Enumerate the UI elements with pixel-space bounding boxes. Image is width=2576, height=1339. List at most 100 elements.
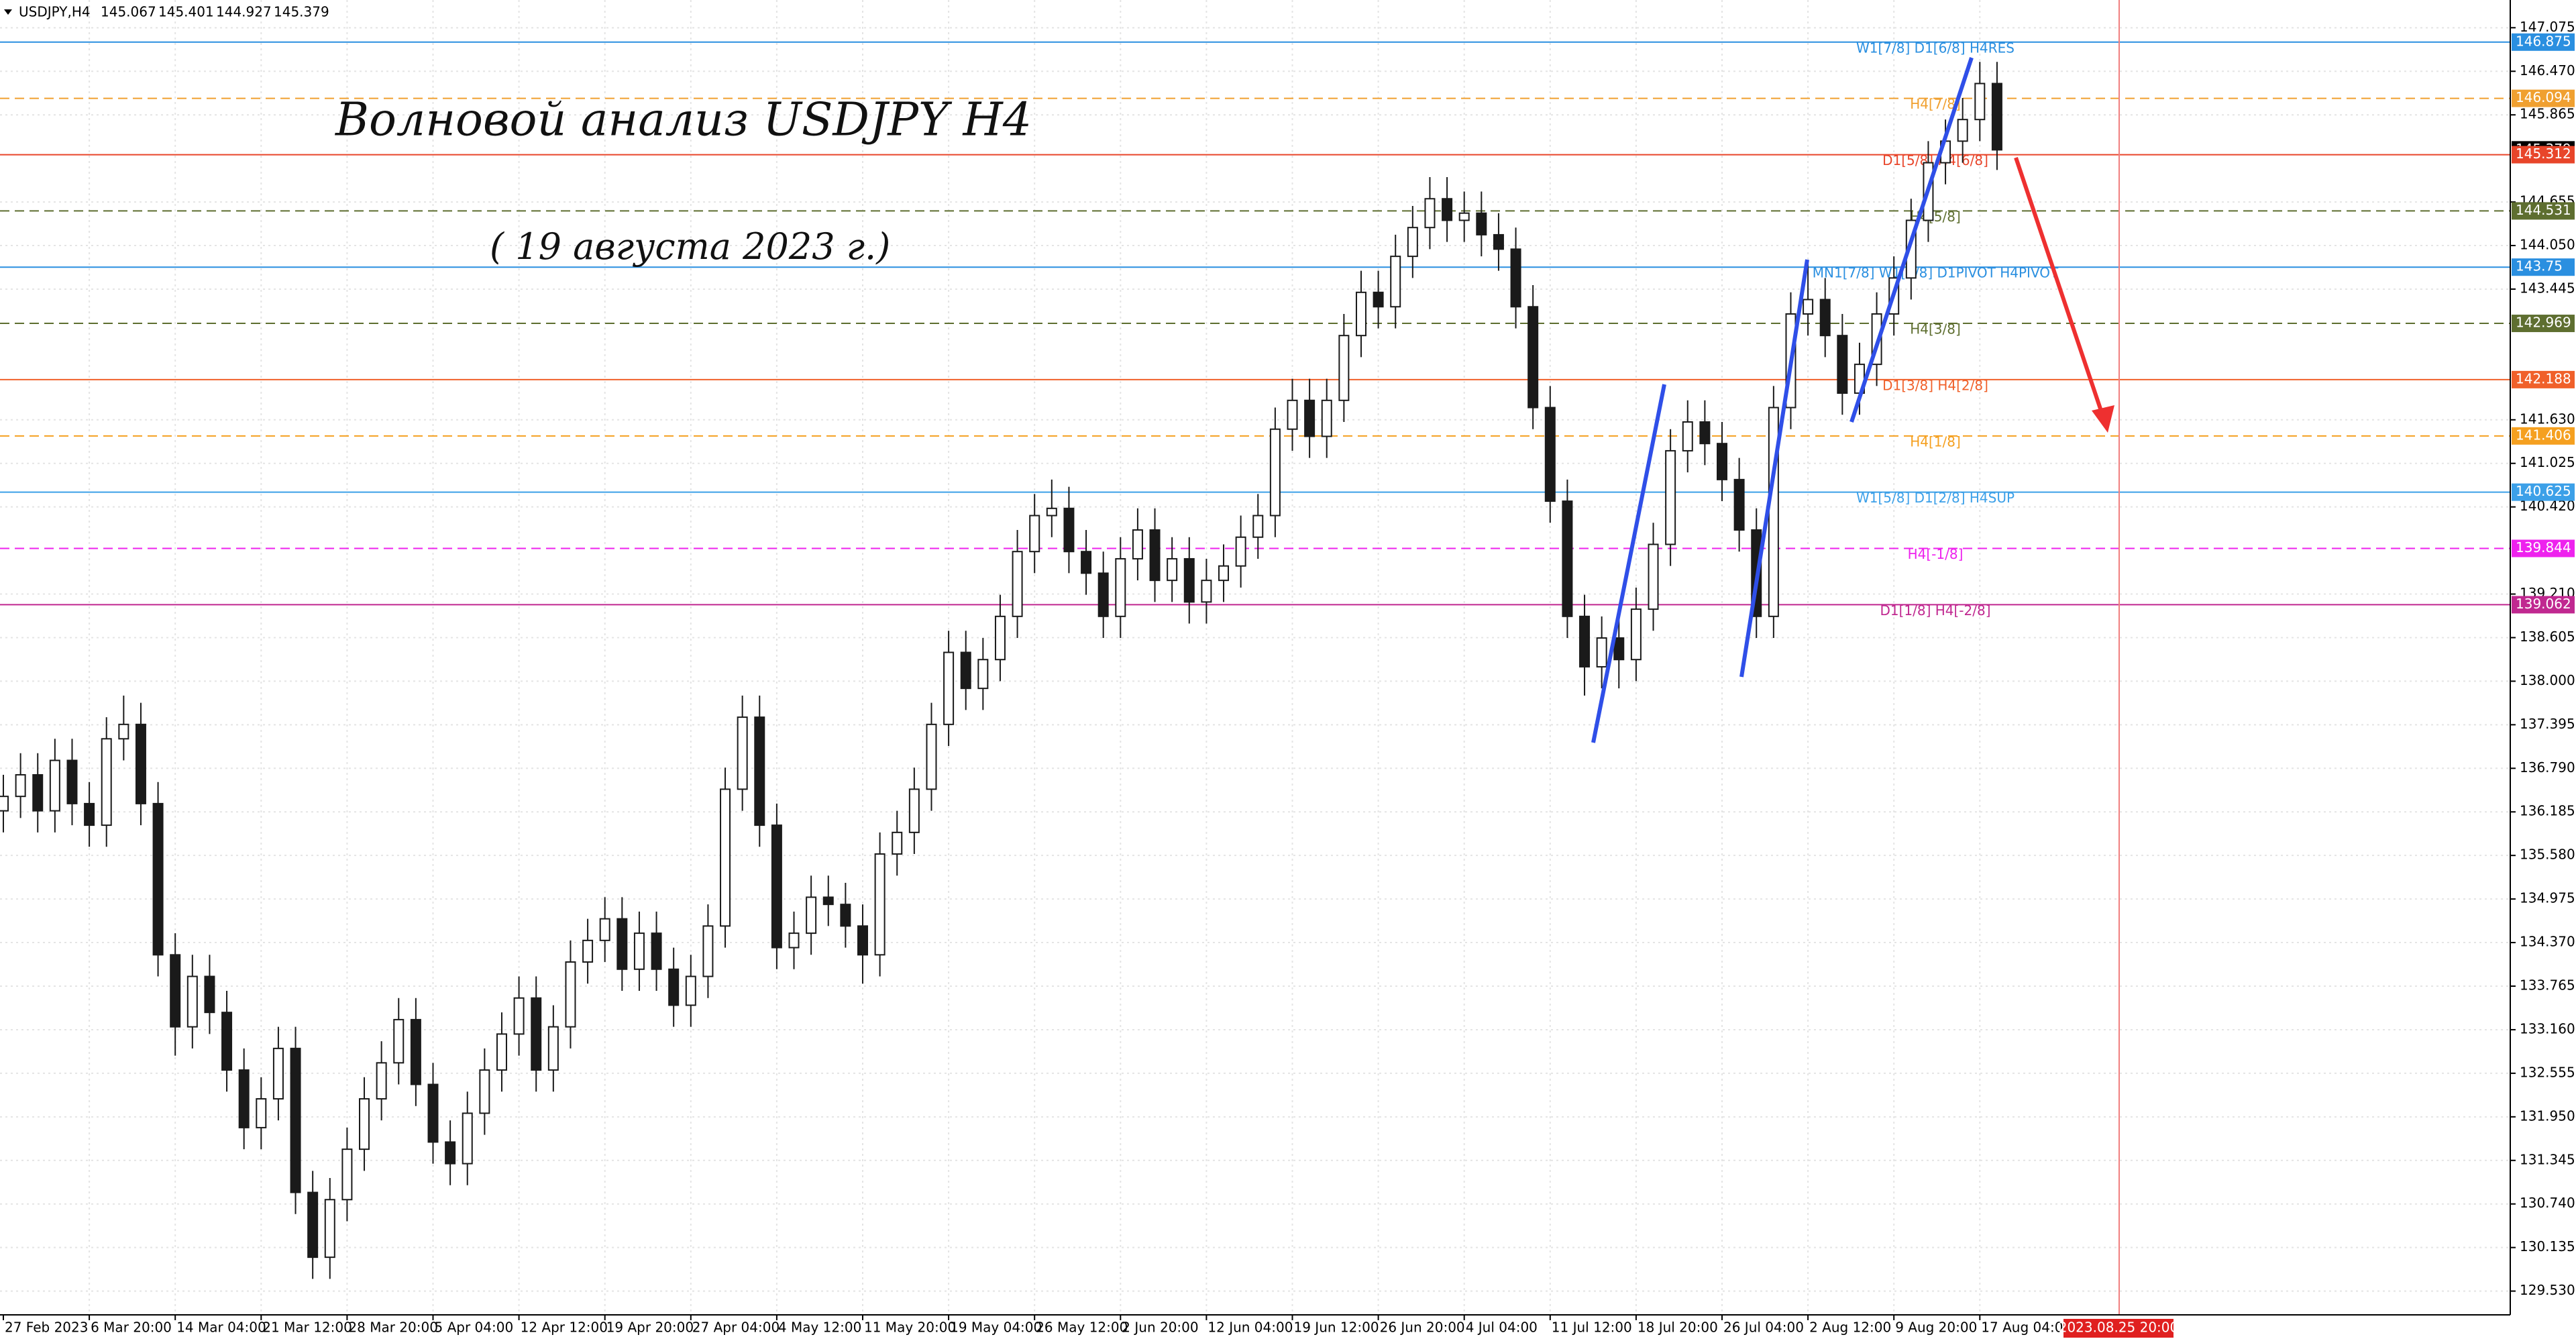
y-tick-label: 143.445 <box>2520 280 2575 296</box>
candle-body <box>376 1062 387 1100</box>
candle-body <box>874 853 885 956</box>
x-tick-label: 4 May 12:00 <box>778 1320 861 1336</box>
candle-body <box>1768 407 1779 617</box>
candle-body <box>788 932 800 949</box>
x-tick-label: 19 Apr 20:00 <box>606 1320 694 1336</box>
candle-body <box>1648 543 1659 610</box>
candle-body <box>170 954 181 1028</box>
candle-body <box>1115 557 1126 617</box>
header-values: 145.067 145.401 144.927 145.379 <box>101 4 329 20</box>
candle-body <box>135 723 146 804</box>
chart-subtitle: ( 19 августа 2023 г.) <box>490 225 890 268</box>
trend-line <box>1849 57 1974 423</box>
candle-body <box>1149 529 1161 582</box>
x-tick-label: 21 Mar 12:00 <box>262 1320 352 1336</box>
candle-body <box>1803 299 1814 315</box>
candle-body <box>599 918 610 941</box>
candle-body <box>1097 572 1109 617</box>
candle-body <box>221 1012 233 1071</box>
candle-body <box>1012 551 1023 617</box>
candle-body <box>1665 449 1676 545</box>
level-box <box>2512 89 2575 107</box>
level-box <box>2512 539 2575 557</box>
level-box <box>2512 146 2575 164</box>
level-box <box>2512 483 2575 501</box>
chart-title: Волновой анализ USDJPY H4 <box>334 94 1032 147</box>
level-value: 146.094 <box>2516 89 2571 105</box>
candle-body <box>1957 119 1968 142</box>
candle-body <box>324 1199 335 1258</box>
candle-body <box>1596 637 1607 667</box>
y-tick-label: 132.555 <box>2520 1064 2575 1080</box>
level-label: MN1[7/8] W1[6/8] D1PIVOT H4PIVOT <box>1813 265 2059 281</box>
candle-body <box>1338 335 1350 401</box>
level-value: 142.188 <box>2516 370 2571 386</box>
candle-body <box>1321 399 1332 437</box>
candle-body <box>1458 212 1470 221</box>
y-tick-label: 145.865 <box>2520 106 2575 122</box>
candle-body <box>547 1026 559 1071</box>
candle-body <box>496 1033 507 1071</box>
level-value: 146.875 <box>2516 33 2571 49</box>
candle-body <box>926 723 937 790</box>
candle-body <box>186 975 198 1028</box>
y-tick-label: 136.185 <box>2520 803 2575 819</box>
y-tick-label: 130.740 <box>2520 1195 2575 1211</box>
header-value: 144.927 <box>216 4 272 20</box>
level-label: W1[5/8] D1[2/8] H4SUP <box>1856 490 2015 506</box>
candle-body <box>1991 83 2002 151</box>
x-tick-label: 17 Aug 04:00 <box>1981 1320 2072 1336</box>
candle-body <box>1183 557 1195 603</box>
candle-body <box>1269 428 1281 517</box>
candle-body <box>1373 291 1384 308</box>
axis-labels: 147.075146.470145.865144.655144.050143.4… <box>3 19 2575 1338</box>
candle-body <box>908 788 920 833</box>
candle-body <box>960 651 971 690</box>
level-value: 142.969 <box>2516 315 2571 331</box>
level-value: 141.406 <box>2516 427 2571 443</box>
candle-body <box>1132 529 1143 559</box>
candle-body <box>1493 233 1504 250</box>
menu-icon[interactable] <box>4 9 12 15</box>
candle-body <box>204 975 215 1014</box>
trend-line <box>1739 259 1809 678</box>
candle-body <box>445 1141 456 1165</box>
candle-body <box>1287 399 1298 430</box>
x-tick-label: 27 Apr 04:00 <box>692 1320 780 1336</box>
candle-body <box>1819 299 1831 337</box>
candle-body <box>771 824 782 949</box>
candle-body <box>290 1047 301 1193</box>
y-tick-label: 134.370 <box>2520 934 2575 950</box>
x-tick-label: 6 Mar 20:00 <box>91 1320 172 1336</box>
candle-body <box>1562 500 1573 617</box>
y-tick-label: 133.765 <box>2520 977 2575 994</box>
candle-body <box>118 723 129 740</box>
y-tick-label: 144.050 <box>2520 237 2575 253</box>
level-value: 144.531 <box>2516 202 2571 218</box>
candle-body <box>822 896 834 906</box>
y-tick-label: 134.975 <box>2520 890 2575 906</box>
y-tick-label: 135.580 <box>2520 847 2575 863</box>
candle-body <box>977 659 989 690</box>
candle-body <box>393 1018 405 1064</box>
candle-body <box>238 1069 250 1128</box>
candle-body <box>737 716 748 790</box>
y-tick-label: 141.025 <box>2520 454 2575 470</box>
candle-body <box>1046 507 1057 517</box>
candle-body <box>1699 421 1711 445</box>
level-label: W1[7/8] D1[6/8] H4RES <box>1856 40 2015 56</box>
level-value: 139.062 <box>2516 596 2571 612</box>
x-tick-label: 26 May 12:00 <box>1036 1320 1128 1336</box>
candle-body <box>1304 399 1316 437</box>
level-value: 143.75 <box>2516 258 2563 274</box>
level-box <box>2512 427 2575 445</box>
grid <box>0 0 2510 1315</box>
candle-body <box>1579 615 1591 667</box>
candle-body <box>1733 478 1745 531</box>
x-tick-label: 26 Jun 20:00 <box>1380 1320 1465 1336</box>
y-tick-label: 136.790 <box>2520 759 2575 775</box>
